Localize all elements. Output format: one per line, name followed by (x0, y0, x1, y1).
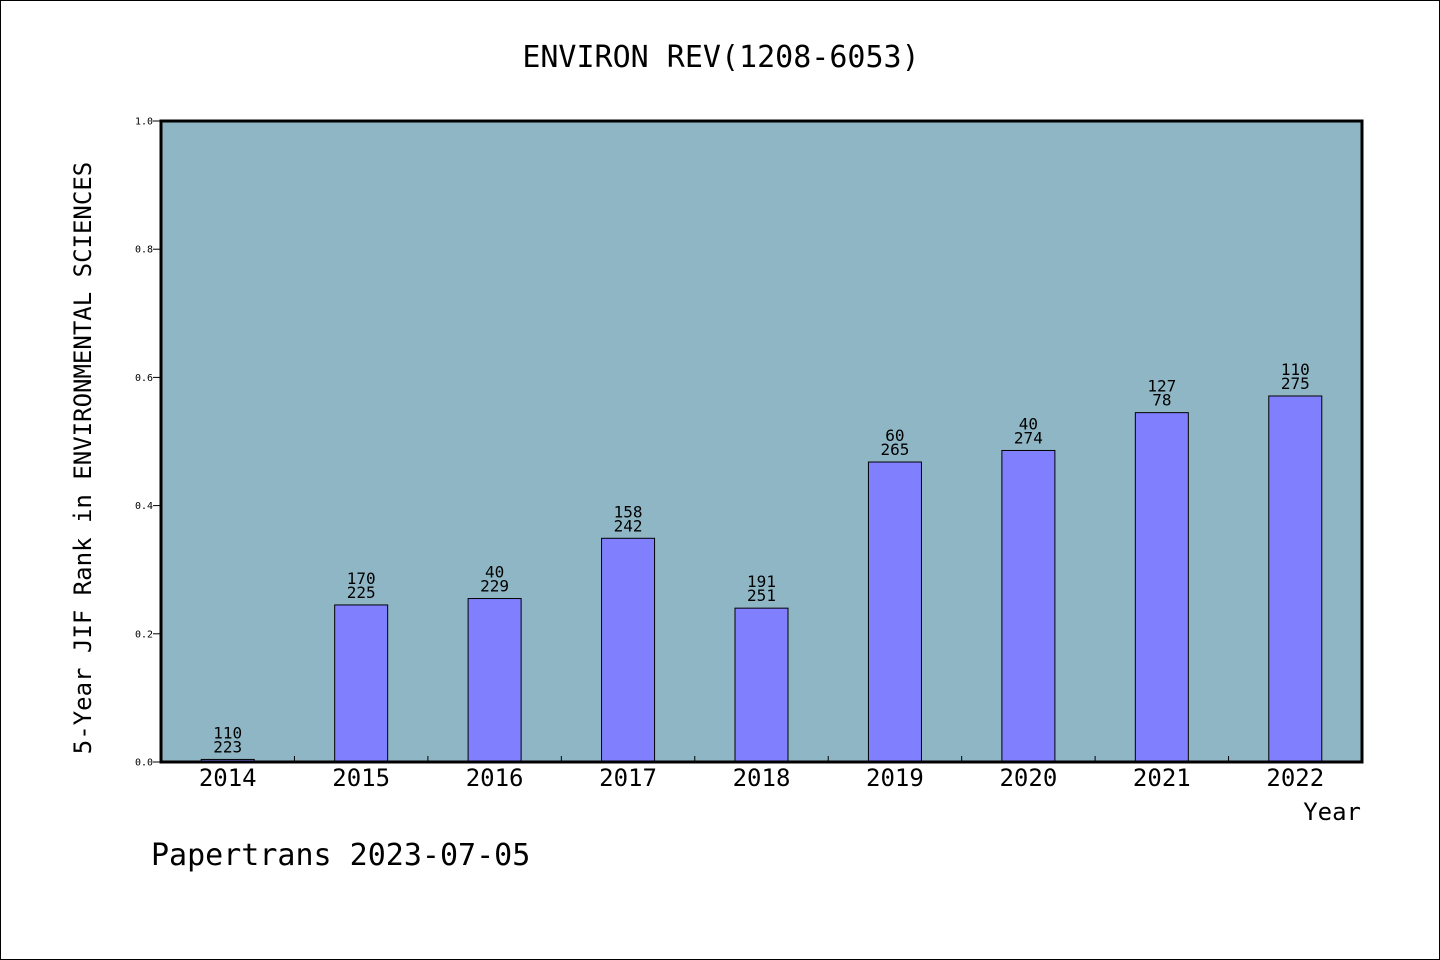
bar-2015 (334, 604, 389, 763)
bar-label-bottom-2015: 225 (347, 583, 376, 602)
x-tick-label-2019: 2019 (866, 764, 924, 792)
x-tick-label-2018: 2018 (733, 764, 791, 792)
bar-2020 (1001, 449, 1056, 763)
x-axis-label: Year (1303, 798, 1361, 826)
bar-label-bottom-2016: 229 (480, 577, 509, 596)
bar-label-bottom-2014: 223 (213, 737, 242, 756)
x-tick-label-2016: 2016 (466, 764, 524, 792)
y-tick-label-0.8: 0.8 (135, 245, 153, 256)
bar-label-top-2019: 60 (885, 426, 904, 445)
bar-label-top-2021: 127 (1147, 377, 1176, 396)
bar-label-bottom-2022: 275 (1281, 374, 1310, 393)
x-tick-label-2017: 2017 (599, 764, 657, 792)
bar-2017 (601, 537, 656, 763)
plot-frame (159, 119, 1364, 764)
footer-text: Papertrans 2023-07-05 (151, 838, 530, 873)
x-tick-label-2021: 2021 (1133, 764, 1191, 792)
y-axis-label: 5-Year JIF Rank in ENVIRONMENTAL SCIENCE… (69, 162, 97, 754)
bar-2016 (467, 598, 522, 763)
bar-label-top-2015: 170 (347, 569, 376, 588)
bar-2022 (1268, 395, 1323, 763)
bar-label-top-2014: 110 (213, 723, 242, 742)
y-tick-label-0.2: 0.2 (135, 629, 153, 640)
bar-2018 (734, 607, 789, 763)
x-tick-label-2015: 2015 (332, 764, 390, 792)
y-tick-label-0.4: 0.4 (135, 501, 153, 512)
bar-label-bottom-2017: 242 (614, 516, 643, 535)
bar-label-bottom-2018: 251 (747, 586, 776, 605)
bar-label-top-2017: 158 (614, 502, 643, 521)
bars-group: 1102231702254022915824219125160265402741… (200, 360, 1323, 763)
bar-label-bottom-2021: 78 (1152, 391, 1171, 410)
axis-ticks-group: 2014 2015 2016 2017 2018 2019 2020 2021 2022 0.0 0… (135, 117, 1364, 792)
x-tick-label-2014: 2014 (199, 764, 257, 792)
bar-label-bottom-2020: 274 (1014, 428, 1043, 447)
bar-label-bottom-2019: 265 (880, 440, 909, 459)
x-tick-label-2022: 2022 (1266, 764, 1324, 792)
chart-title: ENVIRON REV(1208-6053) (522, 40, 919, 75)
bar-label-top-2022: 110 (1281, 360, 1310, 379)
y-tick-label-0.6: 0.6 (135, 373, 153, 384)
bar-2021 (1134, 412, 1189, 763)
bar-label-top-2016: 40 (485, 563, 504, 582)
bar-label-top-2020: 40 (1019, 414, 1038, 433)
y-tick-label-0.0: 0.0 (135, 758, 153, 769)
x-tick-label-2020: 2020 (999, 764, 1057, 792)
bar-2019 (867, 461, 922, 763)
y-tick-label-1.0: 1.0 (135, 117, 153, 128)
bar-label-top-2018: 191 (747, 572, 776, 591)
